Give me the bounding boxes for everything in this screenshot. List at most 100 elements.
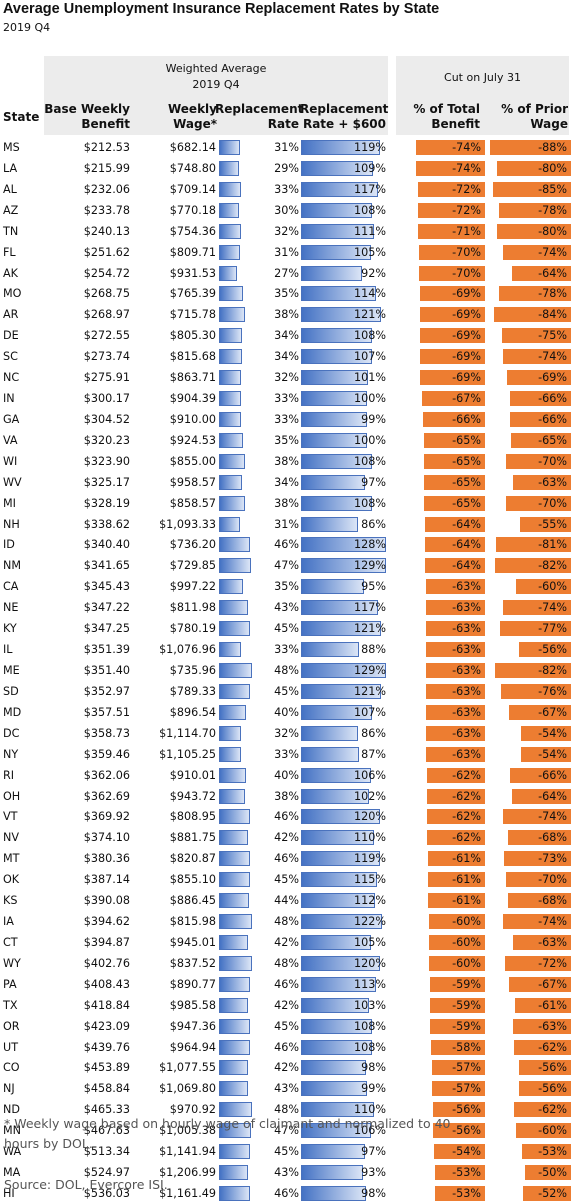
- cell-weekly-wage: $910.00: [169, 412, 216, 426]
- replacement-rate-600-label: 113%: [354, 977, 386, 991]
- cell-base-benefit: $390.08: [83, 894, 130, 908]
- cell-state: MA: [3, 1166, 21, 1180]
- replacement-rate-label: 40%: [274, 768, 299, 782]
- pct-prior-wage-bar: [510, 767, 571, 783]
- replacement-rate-600-label: 114%: [354, 287, 386, 301]
- cell-base-benefit: $418.84: [83, 998, 130, 1012]
- replacement-rate-600-bar: [301, 1081, 367, 1097]
- replacement-rate-bar: [219, 453, 245, 469]
- replacement-rate-label: 45%: [274, 622, 299, 636]
- replacement-rate-600-label: 129%: [354, 559, 386, 573]
- pct-prior-wage-label: -75%: [538, 329, 567, 343]
- pct-prior-wage-bar: [508, 830, 571, 846]
- pct-total-benefit-label: -64%: [452, 559, 481, 573]
- replacement-rate-600-bar: [301, 997, 370, 1013]
- replacement-rate-label: 45%: [274, 684, 299, 698]
- pct-total-benefit-bar: [428, 914, 486, 930]
- cell-state: NV: [3, 831, 20, 845]
- replacement-rate-600-bar: [301, 934, 371, 950]
- pct-total-benefit-label: -69%: [452, 308, 481, 322]
- replacement-rate-600-label: 120%: [354, 810, 386, 824]
- col-header-line: Rate: [267, 117, 299, 131]
- cell-weekly-wage: $820.87: [169, 852, 216, 866]
- replacement-rate-label: 31%: [274, 141, 299, 154]
- replacement-rate-600-label: 108%: [354, 1040, 386, 1054]
- pct-total-benefit-label: -62%: [452, 831, 481, 845]
- replacement-rate-bar: [219, 955, 252, 971]
- replacement-rate-600-bar: [301, 851, 380, 867]
- replacement-rate-600-label: 107%: [354, 350, 386, 364]
- replacement-rate-600-label: 111%: [354, 224, 386, 238]
- cell-state: MS: [3, 141, 20, 154]
- pct-prior-wage-label: -67%: [538, 705, 567, 719]
- pct-prior-wage-bar: [514, 997, 571, 1013]
- header-band-right: [396, 56, 569, 135]
- replacement-rate-600-bar: [301, 1144, 366, 1160]
- cell-base-benefit: $408.43: [83, 977, 130, 991]
- replacement-rate-label: 38%: [274, 454, 299, 468]
- cell-weekly-wage: $765.39: [169, 287, 216, 301]
- replacement-rate-600-label: 121%: [354, 622, 386, 636]
- pct-prior-wage-label: -54%: [538, 726, 567, 740]
- cell-state: ND: [3, 1103, 20, 1117]
- replacement-rate-label: 42%: [274, 935, 299, 949]
- pct-prior-wage-bar: [489, 140, 571, 155]
- cell-state: NE: [3, 601, 19, 615]
- replacement-rate-label: 33%: [274, 412, 299, 426]
- replacement-rate-label: 46%: [274, 810, 299, 824]
- pct-prior-wage-label: -70%: [538, 496, 567, 510]
- cell-state: MN: [3, 1124, 22, 1138]
- pct-total-benefit-label: -61%: [452, 894, 481, 908]
- replacement-rate-600-label: 102%: [354, 789, 386, 803]
- pct-prior-wage-bar: [506, 495, 571, 511]
- cell-weekly-wage: $904.39: [169, 392, 216, 406]
- replacement-rate-600-label: 129%: [354, 664, 386, 677]
- cell-weekly-wage: $890.77: [169, 977, 216, 991]
- replacement-rate-label: 35%: [274, 433, 299, 447]
- pct-total-benefit-bar: [434, 1144, 485, 1160]
- cell-state: LA: [3, 161, 18, 175]
- cell-base-benefit: $232.06: [83, 182, 130, 196]
- cell-weekly-wage: $945.01: [169, 935, 216, 949]
- cell-base-benefit: $362.06: [83, 768, 130, 782]
- replacement-rate-600-bar: [301, 495, 373, 511]
- pct-prior-wage-bar: [508, 893, 571, 909]
- cell-weekly-wage: $931.53: [169, 266, 216, 280]
- cell-base-benefit: $453.89: [83, 1061, 130, 1075]
- pct-prior-wage-bar: [510, 411, 571, 427]
- cell-state: WA: [3, 1145, 22, 1159]
- replacement-rate-label: 32%: [274, 726, 299, 740]
- pct-total-benefit-bar: [424, 432, 485, 448]
- pct-prior-wage-bar: [497, 160, 571, 176]
- replacement-rate-600-label: 108%: [354, 496, 386, 510]
- cell-weekly-wage: $958.57: [169, 475, 216, 489]
- cell-weekly-wage: $837.52: [169, 956, 216, 970]
- replacement-rate-600-label: 106%: [354, 768, 386, 782]
- pct-total-benefit-bar: [426, 830, 485, 846]
- pct-total-benefit-bar: [424, 453, 485, 469]
- pct-prior-wage-label: -80%: [538, 224, 567, 238]
- cell-state: AK: [3, 266, 18, 280]
- cell-state: MT: [3, 852, 20, 866]
- replacement-rate-600-label: 110%: [354, 831, 386, 845]
- pct-total-benefit-label: -60%: [452, 935, 481, 949]
- pct-prior-wage-label: -70%: [538, 873, 567, 887]
- cell-weekly-wage: $682.14: [169, 141, 216, 154]
- replacement-rate-600-bar: [301, 767, 372, 783]
- pct-prior-wage-label: -66%: [538, 768, 567, 782]
- replacement-rate-label: 38%: [274, 496, 299, 510]
- replacement-rate-bar: [219, 704, 247, 720]
- replacement-rate-600-label: 99%: [361, 1082, 386, 1096]
- col-header-line: % of Total: [413, 102, 480, 116]
- replacement-rate-600-bar: [301, 976, 376, 992]
- cell-base-benefit: $323.90: [83, 454, 130, 468]
- replacement-rate-bar: [219, 872, 250, 888]
- col-header-weekly-wage: Weekly Wage*: [150, 102, 217, 132]
- pct-prior-wage-label: -72%: [538, 956, 567, 970]
- pct-prior-wage-label: -74%: [538, 915, 567, 929]
- pct-total-benefit-label: -74%: [452, 161, 481, 175]
- replacement-rate-bar: [219, 181, 242, 197]
- replacement-rate-600-label: 97%: [361, 475, 386, 489]
- pct-total-benefit-bar: [419, 244, 485, 260]
- replacement-rate-600-label: 99%: [361, 412, 386, 426]
